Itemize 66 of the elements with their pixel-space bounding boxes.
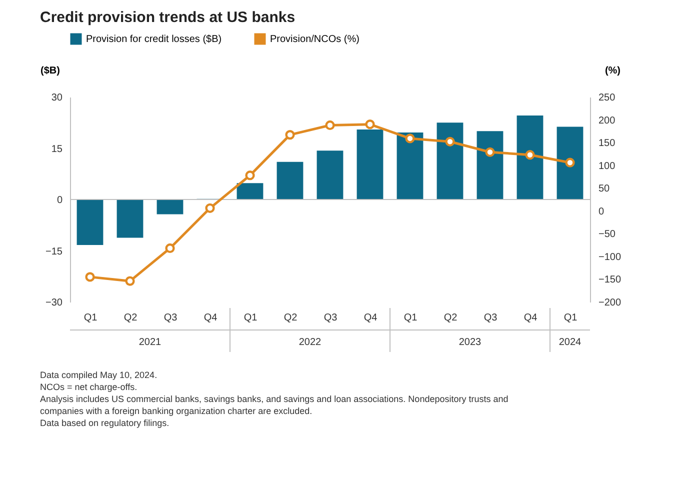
y-tick-label: −30 [46, 298, 63, 308]
bar [396, 132, 424, 200]
bar [116, 200, 144, 238]
y2-tick-label: −100 [598, 252, 622, 263]
point [285, 130, 295, 140]
point [565, 158, 575, 168]
point [325, 120, 335, 130]
bar [316, 150, 344, 200]
text: 2024 [558, 337, 582, 348]
legend-label: Provision for credit losses ($B) [86, 34, 222, 45]
y2-tick-label: −200 [598, 298, 622, 308]
y2-tick-label: 250 [598, 92, 616, 104]
x-tick-label: Q2 [444, 312, 458, 324]
bar [156, 200, 184, 214]
bar [516, 115, 544, 200]
x-tick-label: Q3 [164, 312, 178, 324]
y2-tick-label: −150 [598, 274, 622, 286]
y2-tick-label: 50 [598, 184, 610, 195]
y2-tick-label: 100 [598, 160, 616, 172]
bar [276, 162, 304, 200]
y-tick-label: −15 [46, 246, 63, 258]
x-tick-label: Q1 [564, 312, 578, 324]
x-tick-label: Q2 [124, 312, 138, 324]
point [205, 203, 215, 213]
legend-label: Provision/NCOs (%) [270, 34, 360, 45]
chart-title: Credit provision trends at US banks [40, 9, 296, 26]
point [525, 150, 535, 160]
point [245, 170, 255, 180]
x-tick-label: Q2 [284, 312, 298, 324]
bar [356, 129, 384, 200]
point [85, 272, 95, 282]
x-tick-label: Q3 [324, 312, 338, 324]
x-tick-label: Q4 [524, 312, 538, 324]
y2-tick-label: 150 [598, 138, 616, 150]
point [165, 243, 175, 254]
x-tick-label: Q3 [484, 312, 498, 324]
x-tick-label: Q1 [244, 312, 258, 324]
bar [76, 200, 104, 245]
y-axis-title: ($B) [40, 66, 60, 76]
text: Data compiled May 10, 2024. [40, 370, 158, 380]
y2-tick-label: 0 [598, 206, 604, 218]
text: Data based on regulatory filings. [40, 418, 170, 428]
x-tick-label: Q4 [364, 312, 378, 324]
x-tick-label: Q1 [404, 312, 418, 324]
text: NCOs = net charge-offs. [40, 382, 138, 392]
y-tick-label: 0 [56, 195, 63, 206]
point [485, 147, 495, 157]
x-tick-label: Q1 [84, 312, 98, 324]
bar [556, 126, 584, 200]
point [365, 120, 375, 130]
x-tick-label: Q4 [204, 312, 218, 324]
y2-axis-title: (%) [604, 66, 620, 76]
bar [236, 183, 264, 200]
bar [436, 122, 464, 200]
y2-tick-label: −50 [598, 229, 616, 240]
y-tick-label: 30 [51, 92, 63, 104]
text: 2021 [138, 337, 162, 348]
text: Analysis includes US commercial banks, savings banks, and savings and loan associations. Nondepository trusts and companies with a foreign banking organization charter are excluded. [40, 394, 508, 416]
bar [476, 131, 504, 200]
y-tick-label: 15 [51, 144, 63, 155]
text: 2022 [298, 337, 322, 348]
y2-tick-label: 200 [598, 115, 616, 126]
point [445, 136, 455, 146]
point [405, 134, 415, 144]
point [125, 276, 135, 286]
text: 2023 [458, 337, 482, 348]
